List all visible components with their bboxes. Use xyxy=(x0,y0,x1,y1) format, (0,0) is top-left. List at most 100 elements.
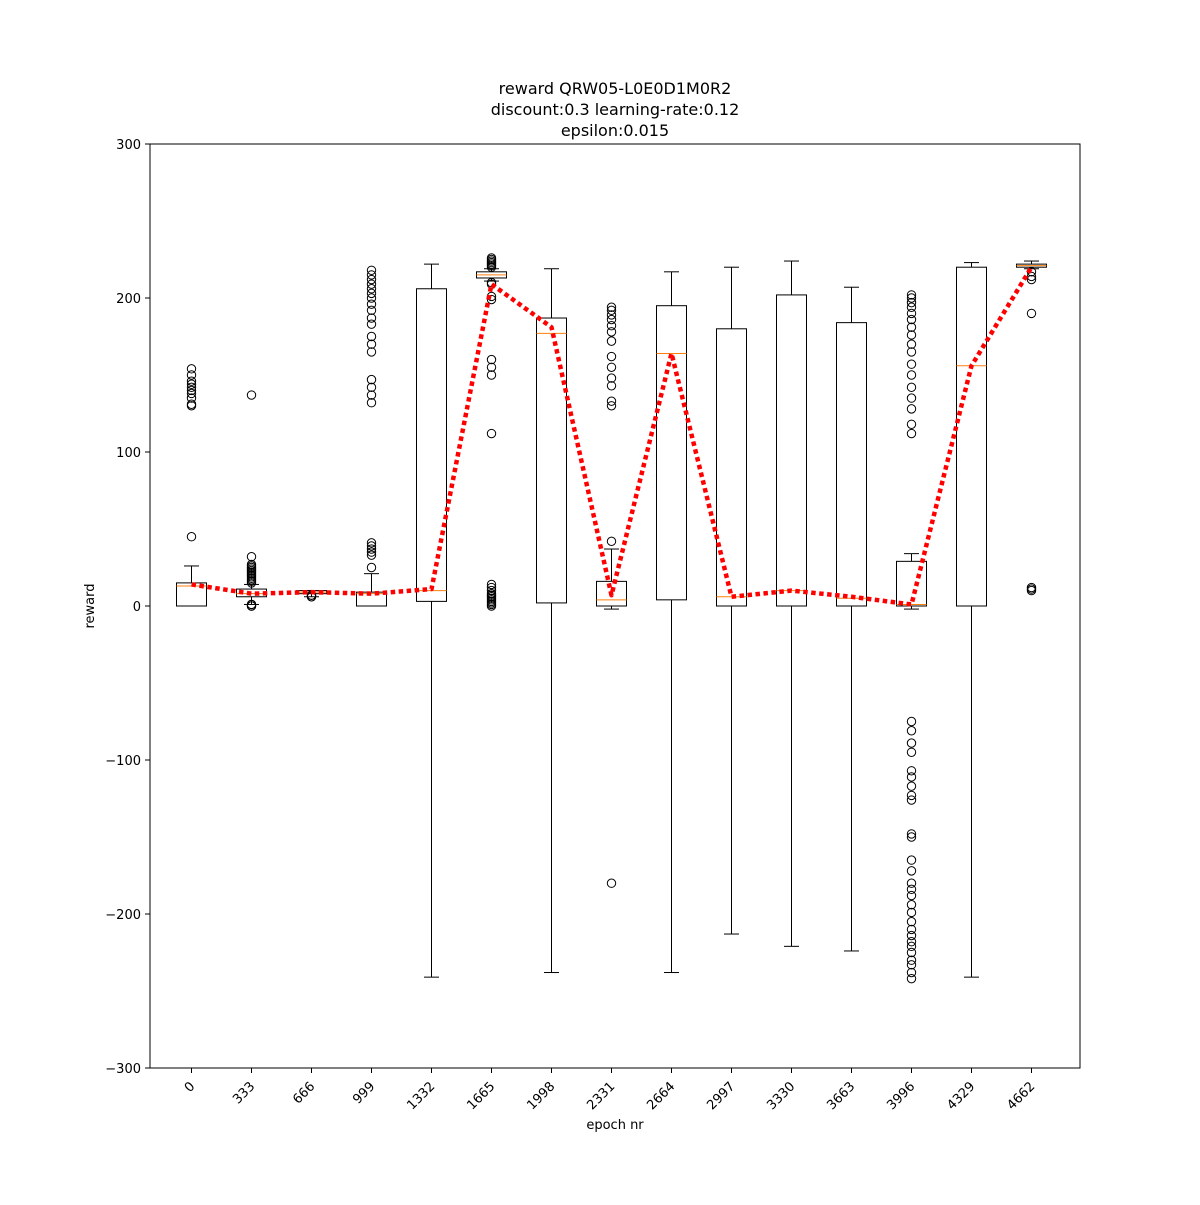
y-axis: −300 −200 −100 0 100 200 300 xyxy=(105,138,150,1077)
flier-point xyxy=(366,339,377,349)
flier-point xyxy=(186,379,197,389)
flier-point xyxy=(906,393,917,403)
flier-point xyxy=(906,293,917,303)
flier-point xyxy=(906,419,917,429)
y-tick-label: 0 xyxy=(133,600,141,615)
flier-point xyxy=(906,322,917,332)
box-1665 xyxy=(476,253,507,611)
flier-point xyxy=(906,967,917,978)
x-tick-label: 1332 xyxy=(404,1079,438,1113)
flier-point xyxy=(906,884,917,895)
flier-point xyxy=(906,917,917,927)
box-3330 xyxy=(776,260,807,947)
flier-point xyxy=(486,582,497,593)
flier-point xyxy=(366,288,377,299)
box-0 xyxy=(176,364,207,607)
box-body xyxy=(536,317,567,604)
flier-point xyxy=(906,716,917,727)
box-body xyxy=(716,328,747,607)
box-body xyxy=(836,322,867,607)
flier-point xyxy=(906,428,917,439)
flier-point xyxy=(606,321,617,331)
flier-point xyxy=(906,726,917,736)
chart-title-line: reward QRW05-L0E0D1M0R2 xyxy=(499,79,732,98)
flier-point xyxy=(1026,274,1037,285)
box-body xyxy=(416,288,447,602)
flier-point xyxy=(186,532,197,542)
flier-point xyxy=(186,364,197,374)
flier-point xyxy=(906,866,917,876)
x-tick-label: 1665 xyxy=(464,1079,498,1113)
x-tick-label: 1998 xyxy=(524,1079,558,1113)
flier-point xyxy=(486,588,497,599)
y-axis-label: reward xyxy=(83,583,98,628)
x-tick-label: 0 xyxy=(182,1079,198,1095)
flier-point xyxy=(366,374,377,385)
flier-point xyxy=(366,319,377,329)
flier-point xyxy=(486,585,497,596)
flier-point xyxy=(906,829,917,839)
x-tick-label: 3663 xyxy=(824,1079,858,1113)
x-axis: 0 333 666 999 1332 1665 1998 2331 2664 2997 3330 36… xyxy=(182,1068,1038,1113)
box-body xyxy=(896,560,927,607)
flier-point xyxy=(366,541,377,551)
x-tick-label: 4329 xyxy=(944,1079,978,1113)
x-tick-label: 333 xyxy=(230,1079,258,1107)
box-4662 xyxy=(1016,260,1047,596)
flier-point xyxy=(606,351,617,362)
flier-point xyxy=(366,544,377,554)
flier-point xyxy=(366,562,377,573)
flier-point xyxy=(366,293,377,303)
flier-point xyxy=(366,265,377,275)
flier-point xyxy=(906,370,917,380)
flier-point xyxy=(906,747,917,757)
flier-point xyxy=(1026,582,1037,593)
flier-point xyxy=(906,947,917,958)
box-1998 xyxy=(536,268,567,974)
flier-point xyxy=(246,599,257,610)
flier-point xyxy=(906,772,917,782)
flier-point xyxy=(366,538,377,548)
boxes xyxy=(176,253,1047,984)
flier-point xyxy=(606,302,617,312)
flier-point xyxy=(486,362,497,372)
flier-point xyxy=(366,299,377,309)
box-body xyxy=(776,294,807,607)
flier-point xyxy=(906,339,917,349)
flier-point xyxy=(906,795,917,805)
flier-point xyxy=(606,381,617,391)
box-body xyxy=(356,591,387,607)
flier-point xyxy=(606,362,617,372)
flier-point xyxy=(606,536,617,547)
chart-title: reward QRW05-L0E0D1M0R2 discount:0.3 lear… xyxy=(491,79,740,140)
y-tick-label: −300 xyxy=(105,1062,141,1077)
y-tick-label: −100 xyxy=(105,754,141,769)
flier-point xyxy=(186,388,197,399)
flier-point xyxy=(186,399,197,409)
flier-point xyxy=(906,907,917,918)
flier-point xyxy=(606,327,617,337)
y-tick-label: 200 xyxy=(116,292,141,307)
flier-point xyxy=(606,878,617,888)
flier-point xyxy=(906,330,917,340)
y-tick-label: 300 xyxy=(116,138,141,153)
flier-point xyxy=(246,552,257,562)
flier-point xyxy=(186,370,197,380)
flier-point xyxy=(906,832,917,842)
x-tick-label: 2664 xyxy=(644,1079,678,1113)
mean-line-group xyxy=(191,266,1034,607)
flier-point xyxy=(246,390,257,400)
y-tick-label: 100 xyxy=(116,446,141,461)
flier-point xyxy=(906,955,917,965)
flier-point xyxy=(906,347,917,357)
flier-point xyxy=(486,579,497,590)
flier-point xyxy=(906,937,917,947)
flier-point xyxy=(366,390,377,400)
flier-point xyxy=(246,559,257,570)
x-tick-label: 2997 xyxy=(704,1079,738,1113)
flier-point xyxy=(186,382,197,393)
flier-point xyxy=(906,359,917,369)
x-tick-label: 2331 xyxy=(584,1079,618,1113)
flier-point xyxy=(366,270,377,280)
flier-point xyxy=(366,398,377,408)
